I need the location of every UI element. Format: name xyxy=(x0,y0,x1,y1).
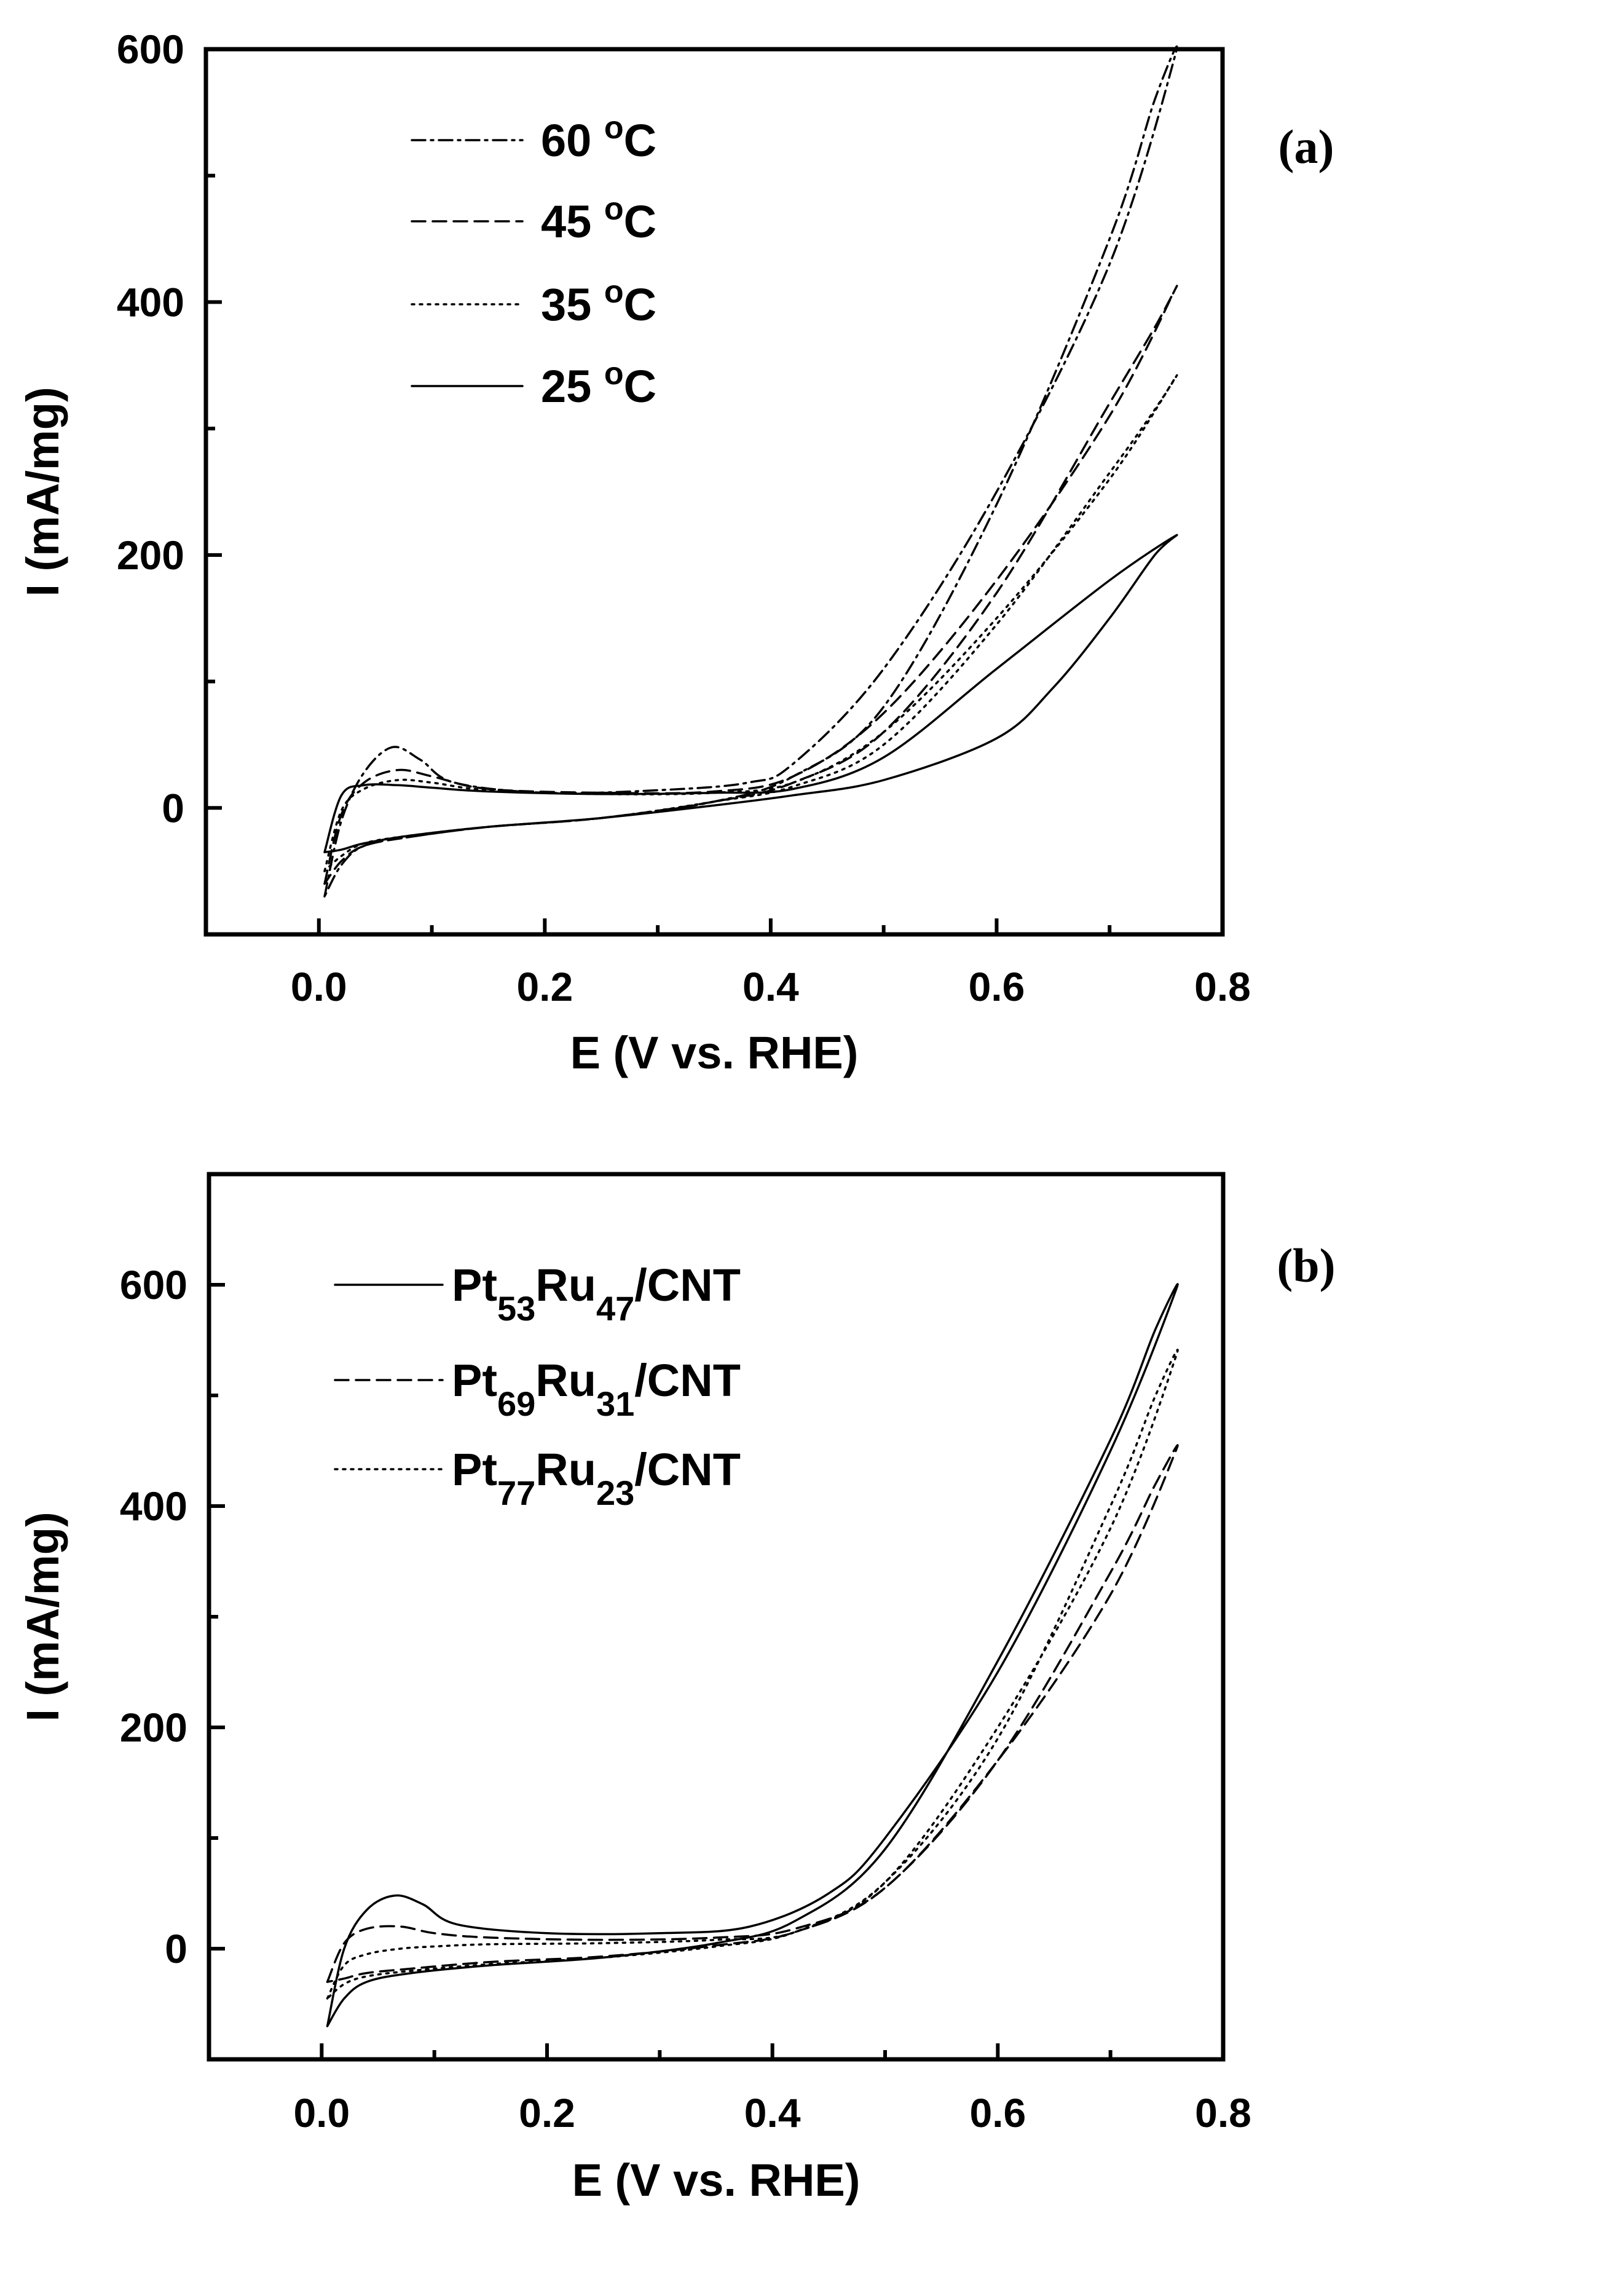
y-tick-label: 400 xyxy=(120,1483,187,1529)
legend-label-60c-unit: C xyxy=(624,115,656,166)
panel-a: 0.0 0.2 0.4 0.6 0.8 0 200 400 600 E (V v… xyxy=(17,26,1334,1078)
series-35c-curve xyxy=(323,374,1178,872)
legend-pt53ru47-ru: Ru xyxy=(535,1260,596,1311)
legend-pt69ru31-ru: Ru xyxy=(535,1355,596,1406)
x-tick-label: 0.0 xyxy=(291,964,347,1009)
legend-label-60c-main: 60 xyxy=(541,115,604,166)
legend-pt53ru47-sub1: 53 xyxy=(497,1289,535,1328)
legend-pt77ru23-sub2: 23 xyxy=(596,1473,634,1512)
x-tick-label: 0.8 xyxy=(1195,2090,1251,2136)
legend-pt69ru31-pt: Pt xyxy=(452,1355,497,1406)
panel-a-y-axis-title: I (mA/mg) xyxy=(17,387,68,596)
y-tick-label: 0 xyxy=(162,785,184,830)
legend-pt53ru47-cnt: /CNT xyxy=(634,1260,741,1311)
panel-b-legend: Pt53Ru47/CNT Pt69Ru31/CNT Pt77Ru23/CNT xyxy=(334,1260,741,1512)
series-pt53ru47-curve xyxy=(326,1283,1179,2027)
legend-pt53ru47-sub2: 47 xyxy=(596,1289,634,1328)
legend-label-60c: 60 oC xyxy=(541,110,656,166)
x-tick-label: 0.2 xyxy=(519,2090,575,2136)
y-tick-label: 400 xyxy=(117,279,184,325)
legend-label-25c-main: 25 xyxy=(541,361,604,412)
x-tick-label: 0.0 xyxy=(293,2090,350,2136)
x-tick-label: 0.4 xyxy=(742,964,799,1009)
y-tick-label: 0 xyxy=(165,1926,187,1971)
panel-b-x-tick-labels: 0.0 0.2 0.4 0.6 0.8 xyxy=(293,2090,1251,2136)
x-tick-label: 0.8 xyxy=(1194,964,1251,1009)
panel-b: 0.0 0.2 0.4 0.6 0.8 0 200 400 600 E (V v… xyxy=(17,1172,1336,2206)
legend-label-45c-main: 45 xyxy=(541,196,604,247)
y-tick-label: 200 xyxy=(117,532,184,578)
x-tick-label: 0.6 xyxy=(969,2090,1026,2136)
legend-label-25c-degree: o xyxy=(604,356,624,392)
legend-pt69ru31-cnt: /CNT xyxy=(634,1355,741,1406)
panel-a-x-tick-labels: 0.0 0.2 0.4 0.6 0.8 xyxy=(291,964,1251,1009)
panel-a-label: (a) xyxy=(1278,120,1334,173)
x-tick-label: 0.4 xyxy=(744,2090,801,2136)
panel-b-ticks xyxy=(207,1172,1225,2061)
legend-pt77ru23-ru: Ru xyxy=(535,1444,596,1495)
panel-b-label: (b) xyxy=(1277,1239,1335,1292)
legend-pt77ru23-pt: Pt xyxy=(452,1444,497,1495)
y-tick-label: 600 xyxy=(117,26,184,72)
panel-a-curves xyxy=(323,45,1178,898)
series-60c-curve xyxy=(323,45,1178,898)
panel-a-ticks xyxy=(204,47,1224,936)
x-tick-label: 0.6 xyxy=(969,964,1025,1009)
panel-a-x-axis-title: E (V vs. RHE) xyxy=(570,1027,859,1078)
legend-label-35c-unit: C xyxy=(624,279,656,330)
legend-pt77ru23-sub1: 77 xyxy=(497,1473,535,1512)
series-25c-curve xyxy=(323,534,1178,854)
legend-label-35c: 35 oC xyxy=(541,274,656,330)
panel-a-frame xyxy=(203,47,1225,937)
legend-pt69ru31-sub1: 69 xyxy=(497,1384,535,1423)
legend-label-45c-unit: C xyxy=(624,196,656,247)
panel-b-y-tick-labels: 0 200 400 600 xyxy=(120,1262,187,1971)
x-tick-label: 0.2 xyxy=(516,964,573,1009)
legend-label-25c: 25 oC xyxy=(541,356,656,412)
panel-a-legend: 60 oC 45 oC 35 oC 25 oC xyxy=(411,110,656,412)
legend-label-pt69ru31: Pt69Ru31/CNT xyxy=(452,1355,741,1423)
legend-label-pt77ru23: Pt77Ru23/CNT xyxy=(452,1444,741,1512)
legend-pt77ru23-cnt: /CNT xyxy=(634,1444,741,1495)
panel-b-x-axis-title: E (V vs. RHE) xyxy=(572,2155,861,2206)
panel-b-y-axis-title: I (mA/mg) xyxy=(17,1512,68,1721)
legend-pt53ru47-pt: Pt xyxy=(452,1260,497,1311)
series-pt69ru31-curve xyxy=(326,1444,1179,1983)
y-tick-label: 600 xyxy=(120,1262,187,1308)
legend-label-45c: 45 oC xyxy=(541,191,656,247)
series-45c-curve xyxy=(323,285,1178,885)
legend-pt69ru31-sub2: 31 xyxy=(596,1384,634,1423)
legend-label-60c-degree: o xyxy=(604,110,624,146)
legend-label-35c-main: 35 xyxy=(541,279,604,330)
legend-label-pt53ru47: Pt53Ru47/CNT xyxy=(452,1260,741,1328)
panel-b-curves xyxy=(326,1283,1179,2027)
series-pt77ru23-curve xyxy=(326,1349,1179,2000)
legend-label-35c-degree: o xyxy=(604,274,624,310)
y-tick-label: 200 xyxy=(120,1705,187,1750)
panel-a-y-tick-labels: 0 200 400 600 xyxy=(117,26,184,830)
legend-label-25c-unit: C xyxy=(624,361,656,412)
legend-label-45c-degree: o xyxy=(604,191,624,227)
